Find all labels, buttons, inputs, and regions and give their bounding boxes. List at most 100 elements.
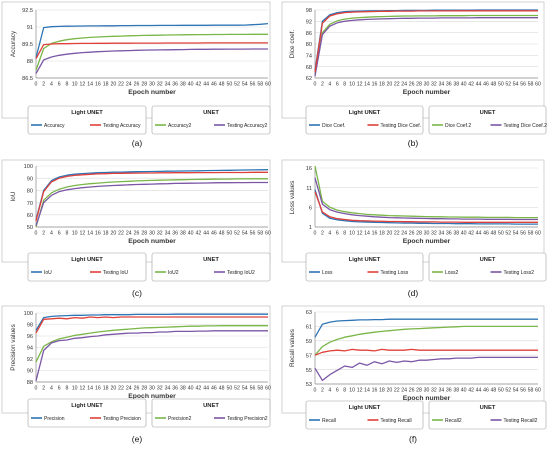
x-tick-label: 44: [476, 231, 482, 237]
x-tick-label: 2: [321, 388, 324, 394]
legend-title: Light UNET: [71, 110, 103, 116]
y-tick-label: 16: [306, 166, 312, 172]
x-tick-label: 12: [357, 231, 363, 237]
x-tick-label: 22: [118, 386, 124, 392]
x-tick-label: 46: [483, 82, 489, 88]
legend-entry: Recall2: [445, 418, 462, 424]
x-tick-label: 16: [95, 231, 101, 237]
panel-frame: [281, 1, 545, 119]
x-tick-label: 60: [535, 388, 541, 394]
legend-title: Light UNET: [349, 257, 381, 263]
series-line-testing-iou: [35, 171, 268, 222]
series-line-testing-accuracy2: [35, 48, 268, 74]
legend-entry: Loss2: [445, 270, 459, 276]
panel-frame: [1, 305, 271, 414]
y-tick-label: 55: [306, 368, 312, 374]
y-tick-label: 11: [306, 186, 312, 192]
x-tick-label: 18: [103, 82, 109, 88]
x-tick-label: 22: [118, 82, 124, 88]
x-tick-label: 34: [438, 388, 444, 394]
x-tick-label: 58: [257, 386, 263, 392]
x-tick-label: 42: [196, 82, 202, 88]
x-tick-label: 0: [314, 231, 317, 237]
legend-entry: Dice Coef.2: [445, 123, 471, 129]
legend-entry: Testing Dice Coef.: [381, 123, 422, 129]
legend-box: [305, 105, 424, 135]
x-tick-label: 32: [157, 231, 163, 237]
x-tick-label: 4: [50, 82, 53, 88]
x-tick-label: 32: [157, 82, 163, 88]
y-tick-label: 90: [27, 369, 33, 375]
legend-title: Light UNET: [71, 403, 103, 409]
x-tick-label: 24: [126, 231, 132, 237]
x-tick-label: 60: [265, 82, 271, 88]
x-tick-label: 18: [379, 388, 385, 394]
series-line-testing-precision: [35, 316, 268, 334]
series-line-loss: [314, 189, 538, 225]
x-tick-label: 56: [250, 82, 256, 88]
x-tick-label: 50: [226, 231, 232, 237]
x-tick-label: 54: [513, 231, 519, 237]
legend-entry: Testing Recall2: [504, 418, 538, 424]
x-tick-label: 38: [453, 231, 459, 237]
x-tick-label: 10: [349, 231, 355, 237]
x-tick-label: 32: [431, 388, 437, 394]
y-tick-label: 92: [27, 357, 33, 363]
legend-entry: Dice Coef.: [322, 123, 345, 129]
x-tick-label: 24: [126, 386, 132, 392]
x-tick-label: 8: [343, 231, 346, 237]
x-tick-label: 48: [491, 388, 497, 394]
y-tick-label: 6: [309, 206, 312, 212]
y-tick-label: 94: [27, 346, 33, 352]
legend-entry: Testing Loss: [381, 270, 409, 276]
legend-box: [305, 400, 424, 430]
x-tick-label: 16: [372, 82, 378, 88]
x-tick-label: 56: [250, 231, 256, 237]
x-tick-label: 52: [234, 231, 240, 237]
x-tick-label: 12: [357, 388, 363, 394]
x-tick-label: 16: [95, 386, 101, 392]
y-axis-label: Loss values: [289, 181, 296, 215]
x-tick-label: 20: [386, 388, 392, 394]
series-line-testing-dice-coef-2: [314, 17, 538, 77]
y-tick-label: 100: [24, 164, 33, 170]
x-tick-label: 2: [321, 231, 324, 237]
panel-caption: (c): [132, 288, 142, 298]
panel-frame: [1, 159, 271, 263]
x-tick-label: 42: [196, 386, 202, 392]
x-tick-label: 14: [364, 388, 370, 394]
x-tick-label: 0: [35, 231, 38, 237]
y-tick-label: 91: [27, 25, 33, 31]
x-tick-label: 48: [491, 231, 497, 237]
series-line-loss2: [314, 165, 538, 219]
x-tick-label: 10: [72, 231, 78, 237]
x-tick-label: 56: [250, 386, 256, 392]
x-tick-label: 36: [446, 388, 452, 394]
x-tick-label: 46: [211, 231, 217, 237]
panel-caption: (a): [132, 138, 143, 148]
x-tick-label: 42: [468, 231, 474, 237]
x-tick-label: 52: [234, 386, 240, 392]
x-tick-label: 12: [357, 82, 363, 88]
x-tick-label: 44: [203, 82, 209, 88]
x-tick-label: 40: [188, 82, 194, 88]
y-tick-label: 68: [306, 65, 312, 71]
x-tick-label: 36: [446, 231, 452, 237]
x-tick-label: 50: [498, 231, 504, 237]
legend-entry: Precision: [44, 416, 65, 422]
x-tick-label: 48: [219, 386, 225, 392]
x-tick-label: 34: [165, 231, 171, 237]
series-line-precision: [35, 313, 268, 331]
y-tick-label: 80: [306, 42, 312, 48]
panel-caption: (e): [132, 434, 143, 444]
series-line-recall: [314, 318, 538, 338]
x-tick-label: 58: [257, 82, 263, 88]
y-tick-label: 98: [306, 8, 312, 14]
x-tick-label: 18: [379, 82, 385, 88]
legend-title: Light UNET: [349, 405, 381, 411]
x-tick-label: 20: [110, 82, 116, 88]
x-axis-label: Epoch number: [403, 89, 451, 96]
x-tick-label: 30: [149, 386, 155, 392]
x-tick-label: 14: [87, 82, 93, 88]
